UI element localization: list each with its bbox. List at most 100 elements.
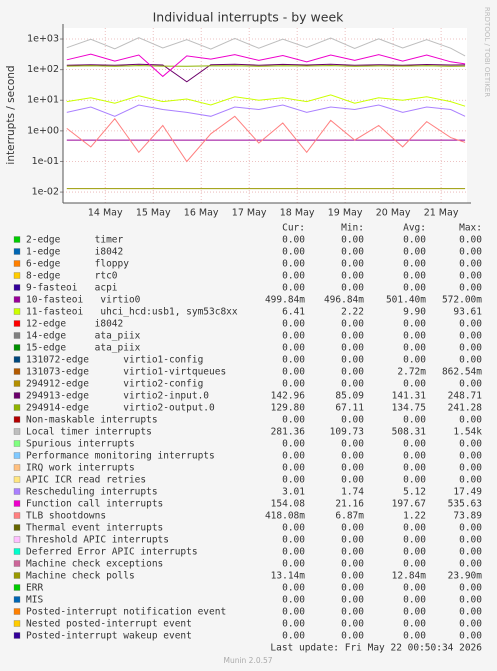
legend-stat: 0.00 [459, 355, 482, 366]
legend-label: Thermal event interrupts [26, 523, 163, 534]
legend-stat: 0.00 [403, 271, 426, 282]
legend-swatch [13, 632, 21, 639]
legend-stat: 0.00 [341, 283, 364, 294]
legend-label: Machine check polls [26, 571, 135, 582]
legend-swatch [13, 620, 21, 627]
legend-swatch [13, 344, 21, 351]
legend-stat: 0.00 [282, 319, 305, 330]
legend-stat: 862.54m [442, 367, 482, 378]
legend-stat: 0.00 [282, 523, 305, 534]
legend-stat: 0.00 [459, 247, 482, 258]
legend-label: Deferred Error APIC interrupts [26, 547, 198, 558]
legend-stat: 0.00 [282, 355, 305, 366]
legend-stat: 1.22 [403, 511, 426, 522]
legend-stat: 0.00 [403, 547, 426, 558]
legend-swatch [13, 548, 21, 555]
legend-stat: 0.00 [459, 319, 482, 330]
legend-column-header: Avg: [403, 223, 426, 234]
legend-stat: 0.00 [403, 343, 426, 354]
legend-stat: 0.00 [282, 247, 305, 258]
legend-stat: 0.00 [403, 631, 426, 642]
legend-stat: 6.87m [335, 511, 364, 522]
legend-stat: 0.00 [341, 523, 364, 534]
legend-swatch [13, 368, 21, 375]
last-update: Last update: Fri May 22 00:50:34 2026 [270, 643, 482, 654]
legend-stat: 0.00 [459, 523, 482, 534]
legend-label: ERR [26, 583, 43, 594]
y-tick-label: 1e+00 [27, 125, 59, 136]
legend-stat: 85.09 [335, 391, 364, 402]
legend-label: 131073-edge virtio1-virtqueues [26, 367, 226, 378]
legend-stat: 499.84m [265, 295, 305, 306]
legend-stat: 0.00 [341, 235, 364, 246]
legend-stat: 0.00 [459, 619, 482, 630]
legend-swatch [13, 452, 21, 459]
series-line [66, 104, 466, 117]
legend-stat: 0.00 [282, 451, 305, 462]
legend-stat: 93.61 [453, 307, 482, 318]
legend-label: 12-edge i8042 [26, 319, 123, 330]
x-tick-label: 21 May [424, 208, 459, 219]
legend-stat: 241.28 [448, 403, 483, 414]
legend-stat: 0.00 [459, 475, 482, 486]
legend-label: Local timer interrupts [26, 427, 152, 438]
legend-swatch [13, 332, 21, 339]
legend-label: 15-edge ata_piix [26, 343, 141, 354]
legend-swatch [13, 464, 21, 471]
legend-stat: 0.00 [341, 607, 364, 618]
footer: Munin 2.0.57 [223, 656, 272, 665]
x-tick-label: 16 May [184, 208, 219, 219]
legend-stat: 0.00 [282, 331, 305, 342]
legend-stat: 129.80 [271, 403, 306, 414]
legend-label: Non-maskable interrupts [26, 415, 158, 426]
legend-label: 1-edge i8042 [26, 247, 123, 258]
legend-stat: 0.00 [282, 535, 305, 546]
legend-stat: 0.00 [341, 475, 364, 486]
legend-stat: 0.00 [459, 607, 482, 618]
legend-stat: 0.00 [341, 571, 364, 582]
legend-stat: 0.00 [341, 379, 364, 390]
legend-stat: 496.84m [324, 295, 364, 306]
legend-stat: 0.00 [282, 259, 305, 270]
legend-stat: 0.00 [341, 331, 364, 342]
legend-stat: 197.67 [392, 499, 426, 510]
legend-swatch [13, 272, 21, 279]
legend-label: IRQ work interrupts [26, 463, 135, 474]
legend-stat: 0.00 [341, 451, 364, 462]
legend-label: APIC ICR read retries [26, 475, 146, 486]
legend-stat: 0.00 [341, 415, 364, 426]
legend-stat: 281.36 [271, 427, 306, 438]
y-tick-label: 1e+01 [27, 95, 59, 106]
legend-swatch [13, 512, 21, 519]
legend-label: 10-fasteoi virtio0 [26, 295, 141, 306]
legend-stat: 134.75 [392, 403, 426, 414]
legend-stat: 0.00 [403, 439, 426, 450]
legend-stat: 154.08 [271, 499, 306, 510]
legend-swatch [13, 440, 21, 447]
legend-stat: 0.00 [403, 583, 426, 594]
legend-stat: 0.00 [341, 595, 364, 606]
legend-swatch [13, 536, 21, 543]
legend-stat: 0.00 [459, 439, 482, 450]
legend-stat: 0.00 [403, 235, 426, 246]
legend-label: Posted-interrupt notification event [26, 607, 226, 618]
legend-stat: 0.00 [403, 535, 426, 546]
legend-stat: 0.00 [403, 331, 426, 342]
legend-stat: 248.71 [448, 391, 483, 402]
legend-label: Threshold APIC interrupts [26, 535, 169, 546]
legend-stat: 0.00 [459, 631, 482, 642]
legend-stat: 1.74 [341, 487, 364, 498]
legend-stat: 13.14m [271, 571, 306, 582]
legend-stat: 0.00 [341, 319, 364, 330]
legend-stat: 0.00 [459, 415, 482, 426]
legend-stat: 0.00 [459, 535, 482, 546]
legend-stat: 0.00 [341, 547, 364, 558]
legend-stat: 0.00 [282, 379, 305, 390]
legend-stat: 142.96 [271, 391, 306, 402]
y-axis-label: interrupts / second [5, 65, 17, 164]
legend-stat: 0.00 [282, 283, 305, 294]
legend-swatch [13, 296, 21, 303]
legend-stat: 0.00 [282, 631, 305, 642]
legend-stat: 0.00 [459, 379, 482, 390]
